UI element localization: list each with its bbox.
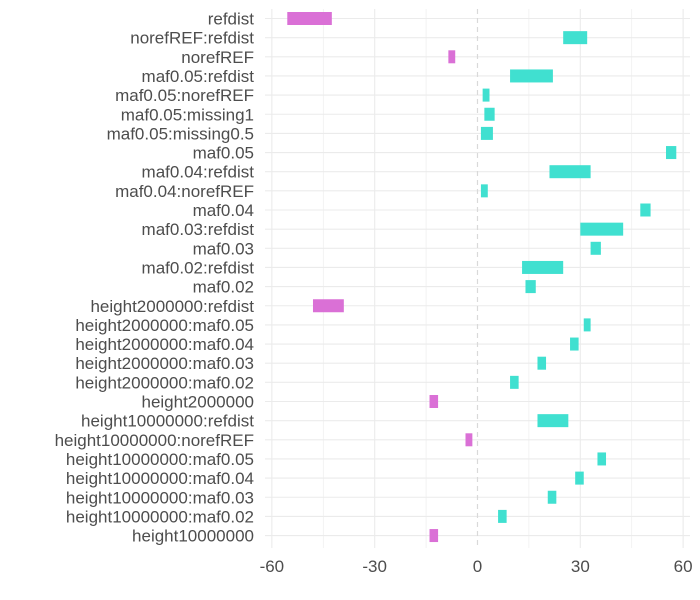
bar bbox=[575, 471, 584, 485]
bar bbox=[510, 375, 519, 389]
category-label: maf0.03:refdist bbox=[142, 220, 255, 239]
bar bbox=[448, 50, 456, 64]
category-label: height2000000:maf0.04 bbox=[75, 335, 254, 354]
bar bbox=[429, 395, 439, 408]
bar bbox=[549, 165, 591, 179]
category-label: height10000000:maf0.04 bbox=[66, 469, 254, 488]
bar bbox=[580, 222, 624, 236]
category-label: height2000000:maf0.05 bbox=[75, 316, 254, 335]
x-tick-label: 60 bbox=[674, 557, 693, 576]
bar bbox=[480, 126, 493, 140]
category-label: height10000000:maf0.02 bbox=[66, 507, 254, 526]
category-label: maf0.05 bbox=[193, 144, 254, 163]
category-label: height2000000 bbox=[141, 393, 254, 412]
bar bbox=[312, 299, 344, 313]
bar bbox=[590, 241, 601, 255]
bar bbox=[465, 433, 473, 447]
bar bbox=[563, 31, 588, 45]
bar bbox=[597, 452, 607, 466]
x-axis-tick-labels: -60 -30 0 30 60 bbox=[260, 557, 693, 576]
grid bbox=[265, 9, 690, 548]
bar bbox=[537, 356, 547, 370]
bar bbox=[547, 490, 557, 504]
x-tick-label: 30 bbox=[571, 557, 590, 576]
category-labels: refdistnorefREF:refdistnorefREFmaf0.05:r… bbox=[55, 10, 255, 546]
category-label: maf0.02:refdist bbox=[142, 258, 255, 277]
category-label: maf0.04:norefREF bbox=[115, 182, 254, 201]
bar bbox=[484, 107, 495, 121]
bar bbox=[510, 69, 553, 83]
category-label: height10000000:maf0.05 bbox=[66, 450, 254, 469]
x-tick-label: 0 bbox=[473, 557, 482, 576]
category-label: maf0.02 bbox=[193, 278, 254, 297]
category-label: norefREF:refdist bbox=[130, 29, 254, 48]
category-label: maf0.05:refdist bbox=[142, 67, 255, 86]
bar bbox=[522, 260, 564, 274]
category-label: height2000000:refdist bbox=[90, 297, 254, 316]
bar bbox=[570, 337, 579, 351]
category-label: maf0.05:norefREF bbox=[115, 86, 254, 105]
category-label: maf0.04 bbox=[193, 201, 254, 220]
category-label: maf0.05:missing1 bbox=[121, 105, 254, 124]
category-label: maf0.04:refdist bbox=[142, 163, 255, 182]
category-label: height2000000:maf0.03 bbox=[75, 354, 254, 373]
bar bbox=[583, 318, 591, 332]
bar bbox=[482, 88, 490, 102]
bar bbox=[537, 414, 569, 428]
x-tick-label: -60 bbox=[260, 557, 285, 576]
bar bbox=[666, 146, 677, 160]
bars bbox=[287, 12, 677, 543]
x-tick-label: -30 bbox=[362, 557, 387, 576]
category-label: norefREF bbox=[181, 48, 254, 67]
bar bbox=[429, 529, 439, 543]
category-label: refdist bbox=[208, 10, 255, 29]
bar bbox=[480, 184, 488, 198]
bar bbox=[525, 280, 536, 294]
bar bbox=[498, 509, 507, 523]
bar bbox=[640, 203, 651, 217]
category-label: height10000000:norefREF bbox=[55, 431, 254, 450]
category-label: maf0.03 bbox=[193, 239, 254, 258]
category-label: height2000000:maf0.02 bbox=[75, 373, 254, 392]
category-label: maf0.05:missing0.5 bbox=[107, 124, 254, 143]
category-label: height10000000:maf0.03 bbox=[66, 488, 254, 507]
bar bbox=[287, 12, 332, 25]
category-label: height10000000:refdist bbox=[81, 412, 254, 431]
category-label: height10000000 bbox=[132, 527, 254, 546]
